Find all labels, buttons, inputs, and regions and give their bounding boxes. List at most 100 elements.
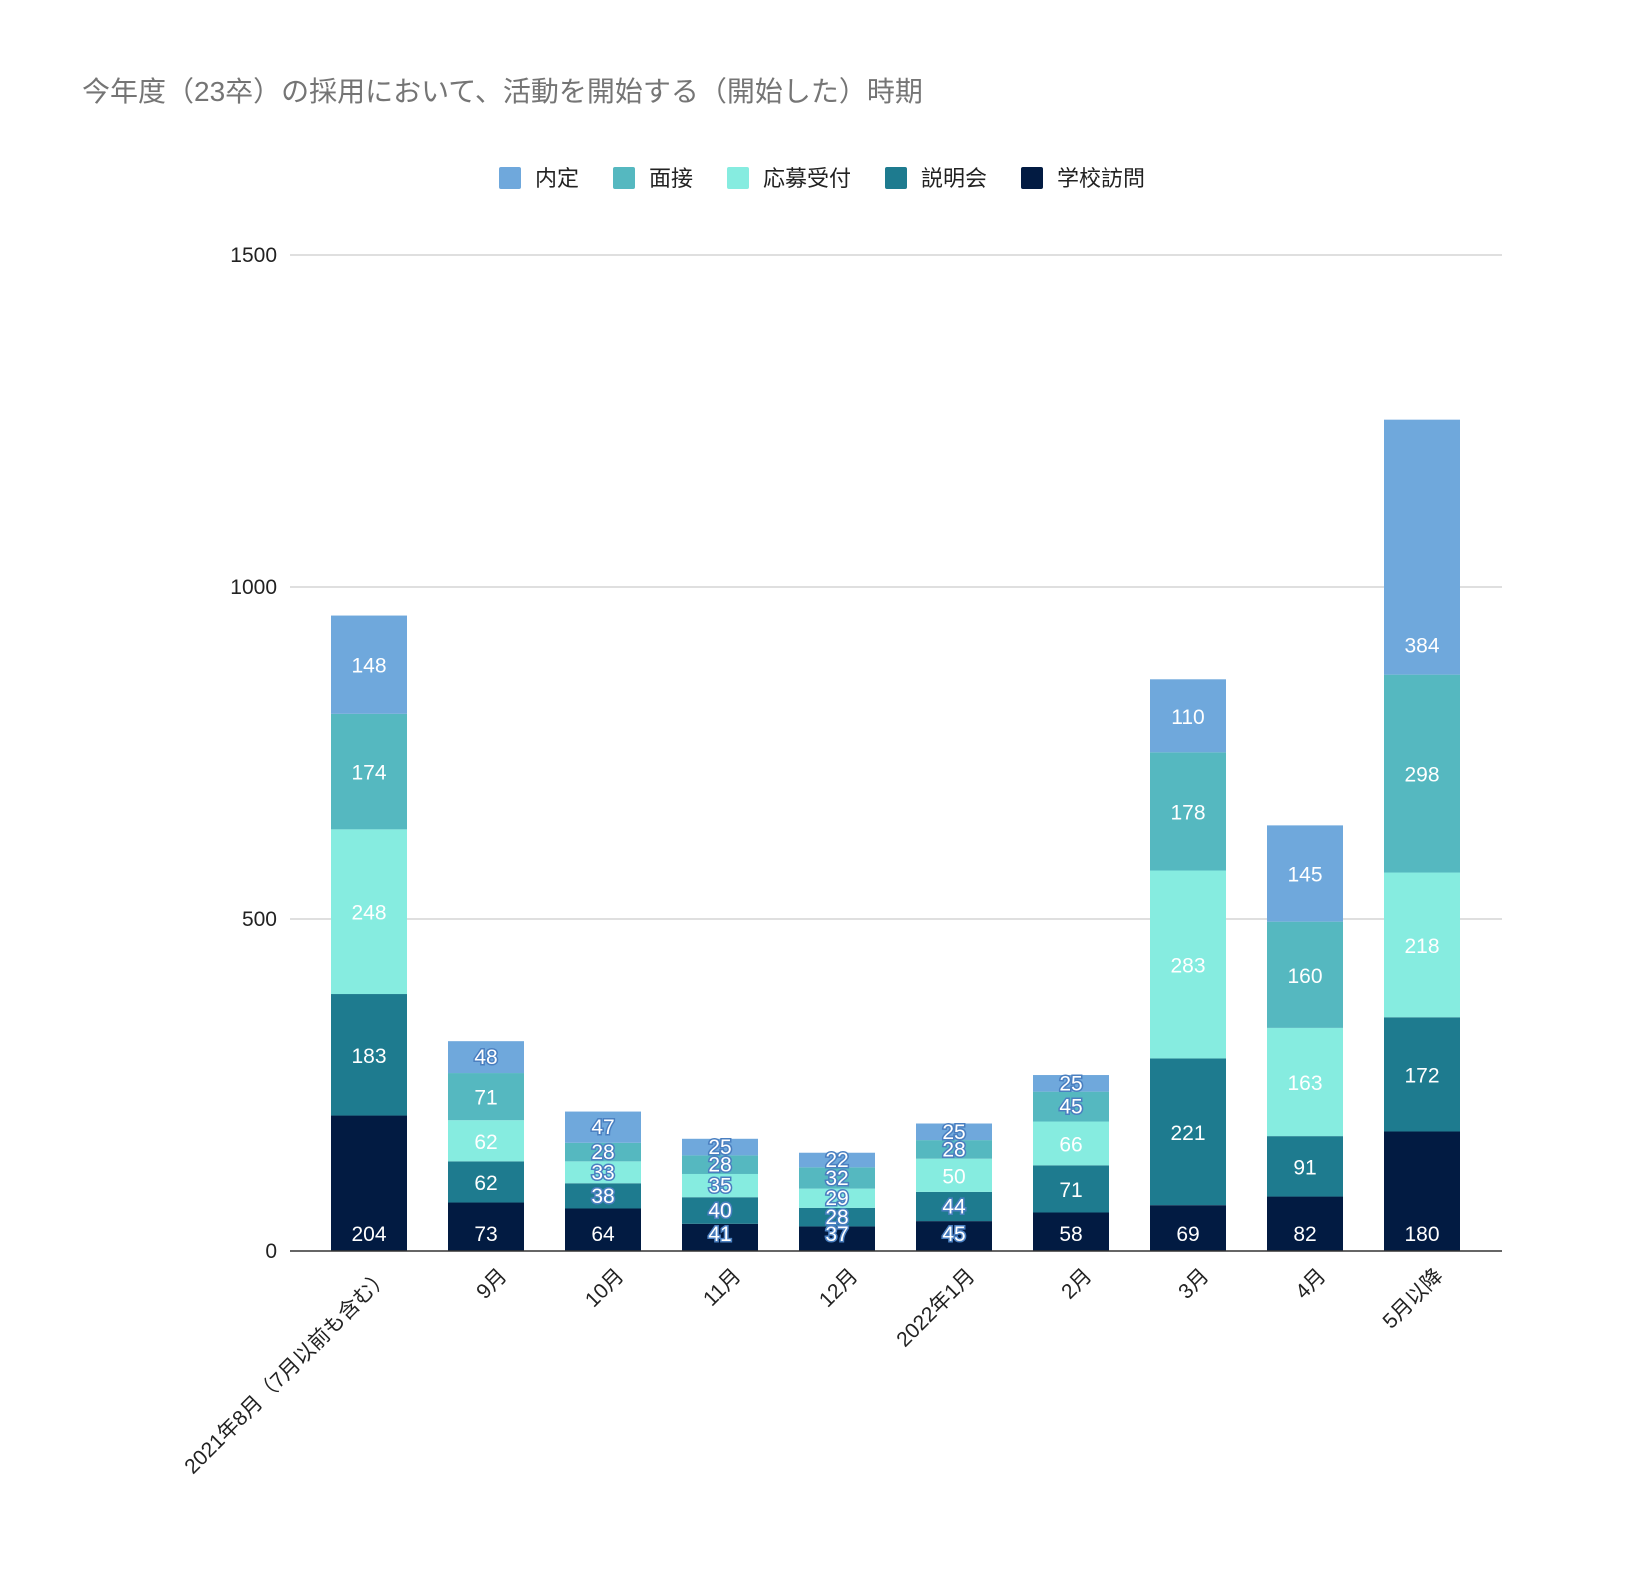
data-label: 47 bbox=[591, 1116, 614, 1139]
data-label: 283 bbox=[1170, 954, 1205, 977]
data-label: 73 bbox=[474, 1223, 497, 1246]
legend-label: 応募受付 bbox=[763, 166, 851, 191]
data-label: 40 bbox=[708, 1199, 731, 1222]
bar-segment bbox=[448, 1161, 524, 1203]
bar-segment bbox=[916, 1140, 992, 1159]
data-label: 45 bbox=[1059, 1096, 1082, 1119]
x-tick-label: 2022年1月 bbox=[892, 1264, 979, 1351]
x-tick-label: 5月以降 bbox=[1378, 1264, 1447, 1333]
data-label: 174 bbox=[351, 762, 386, 785]
data-label: 62 bbox=[474, 1131, 497, 1154]
data-label: 183 bbox=[351, 1045, 386, 1068]
x-tick-label: 11月 bbox=[699, 1264, 746, 1311]
data-label: 25 bbox=[942, 1121, 965, 1144]
bar-segment bbox=[1150, 1205, 1226, 1251]
legend-swatch bbox=[885, 167, 907, 189]
bar-segment bbox=[331, 713, 407, 830]
bar-segment bbox=[565, 1161, 641, 1184]
data-label: 45 bbox=[942, 1223, 965, 1246]
chart-title: 今年度（23卒）の採用において、活動を開始する（開始した）時期 bbox=[82, 76, 923, 107]
y-tick-label: 500 bbox=[242, 908, 277, 931]
data-label: 91 bbox=[1293, 1156, 1316, 1179]
legend-item: 応募受付 bbox=[727, 166, 851, 191]
bar-segment bbox=[799, 1226, 875, 1251]
bar-segment bbox=[1384, 1017, 1460, 1132]
x-tick-label: 12月 bbox=[815, 1264, 863, 1312]
data-label: 178 bbox=[1170, 801, 1205, 824]
bar-segment bbox=[799, 1167, 875, 1189]
x-tick-label: 10月 bbox=[581, 1264, 629, 1312]
bar-segment bbox=[1150, 752, 1226, 871]
data-label: 28 bbox=[942, 1138, 965, 1161]
bar-segment bbox=[448, 1041, 524, 1074]
bar-segment bbox=[1033, 1091, 1109, 1122]
data-label: 204 bbox=[351, 1223, 386, 1246]
bar-segment bbox=[1267, 1196, 1343, 1251]
bar-segment bbox=[916, 1221, 992, 1251]
legend-item: 説明会 bbox=[885, 166, 987, 191]
bar-segment bbox=[1033, 1165, 1109, 1213]
legend-swatch bbox=[727, 167, 749, 189]
y-axis-ticks: 0 500 1000 1500 bbox=[230, 244, 277, 1263]
bar-segment bbox=[565, 1208, 641, 1251]
bar-segment bbox=[799, 1152, 875, 1168]
legend-label: 学校訪問 bbox=[1057, 166, 1145, 191]
data-label: 160 bbox=[1287, 965, 1322, 988]
bar-segment bbox=[1150, 679, 1226, 753]
y-tick-label: 0 bbox=[265, 1240, 277, 1263]
bar-segment bbox=[331, 829, 407, 995]
data-label: 37 bbox=[825, 1223, 848, 1246]
data-label: 145 bbox=[1287, 864, 1322, 887]
data-label: 33 bbox=[591, 1161, 614, 1184]
x-tick-label: 9月 bbox=[472, 1264, 511, 1303]
bar-segment bbox=[565, 1111, 641, 1143]
bar-segment bbox=[682, 1197, 758, 1224]
bar-segment bbox=[1033, 1121, 1109, 1166]
x-tick-label: 2021年8月（7月以前も含む） bbox=[180, 1264, 394, 1478]
bar-segment bbox=[682, 1155, 758, 1174]
data-label: 44 bbox=[942, 1196, 966, 1219]
data-label: 218 bbox=[1404, 935, 1439, 958]
bar-segment bbox=[331, 994, 407, 1116]
data-label: 35 bbox=[708, 1175, 731, 1198]
data-label: 38 bbox=[591, 1185, 614, 1208]
data-label: 221 bbox=[1170, 1122, 1205, 1145]
data-label: 28 bbox=[708, 1154, 731, 1177]
bar-segment bbox=[682, 1173, 758, 1198]
legend-label: 説明会 bbox=[921, 166, 987, 191]
data-label: 298 bbox=[1404, 764, 1439, 787]
data-label: 64 bbox=[591, 1223, 615, 1246]
data-label: 82 bbox=[1293, 1223, 1316, 1246]
bar-segment bbox=[1267, 1136, 1343, 1197]
bar-segment bbox=[331, 615, 407, 714]
data-label: 48 bbox=[474, 1046, 497, 1069]
legend-swatch bbox=[1021, 167, 1043, 189]
legend-label: 面接 bbox=[649, 166, 693, 191]
bar-segment bbox=[799, 1207, 875, 1227]
legend-item: 内定 bbox=[499, 166, 579, 191]
data-label: 248 bbox=[351, 902, 386, 925]
data-label: 66 bbox=[1059, 1133, 1082, 1156]
x-tick-label: 2月 bbox=[1057, 1264, 1096, 1303]
data-label: 148 bbox=[351, 655, 386, 678]
data-label: 41 bbox=[708, 1223, 731, 1246]
bar-segment bbox=[1384, 872, 1460, 1018]
x-tick-label: 4月 bbox=[1291, 1264, 1330, 1303]
bar-segment bbox=[1267, 921, 1343, 1028]
bar-segment bbox=[1267, 825, 1343, 922]
bar-segment bbox=[1384, 1131, 1460, 1251]
data-label: 180 bbox=[1404, 1223, 1439, 1246]
bar-segment bbox=[1384, 674, 1460, 873]
bar-segment bbox=[916, 1158, 992, 1192]
data-label: 58 bbox=[1059, 1223, 1082, 1246]
bar-segment bbox=[1150, 870, 1226, 1059]
bar-segment bbox=[682, 1223, 758, 1251]
legend-swatch bbox=[499, 167, 521, 189]
bar-segment bbox=[565, 1183, 641, 1209]
bar-segment bbox=[916, 1191, 992, 1222]
data-label: 69 bbox=[1176, 1223, 1199, 1246]
data-label: 71 bbox=[474, 1087, 497, 1110]
bar-segment bbox=[916, 1123, 992, 1141]
legend-label: 内定 bbox=[535, 166, 579, 191]
